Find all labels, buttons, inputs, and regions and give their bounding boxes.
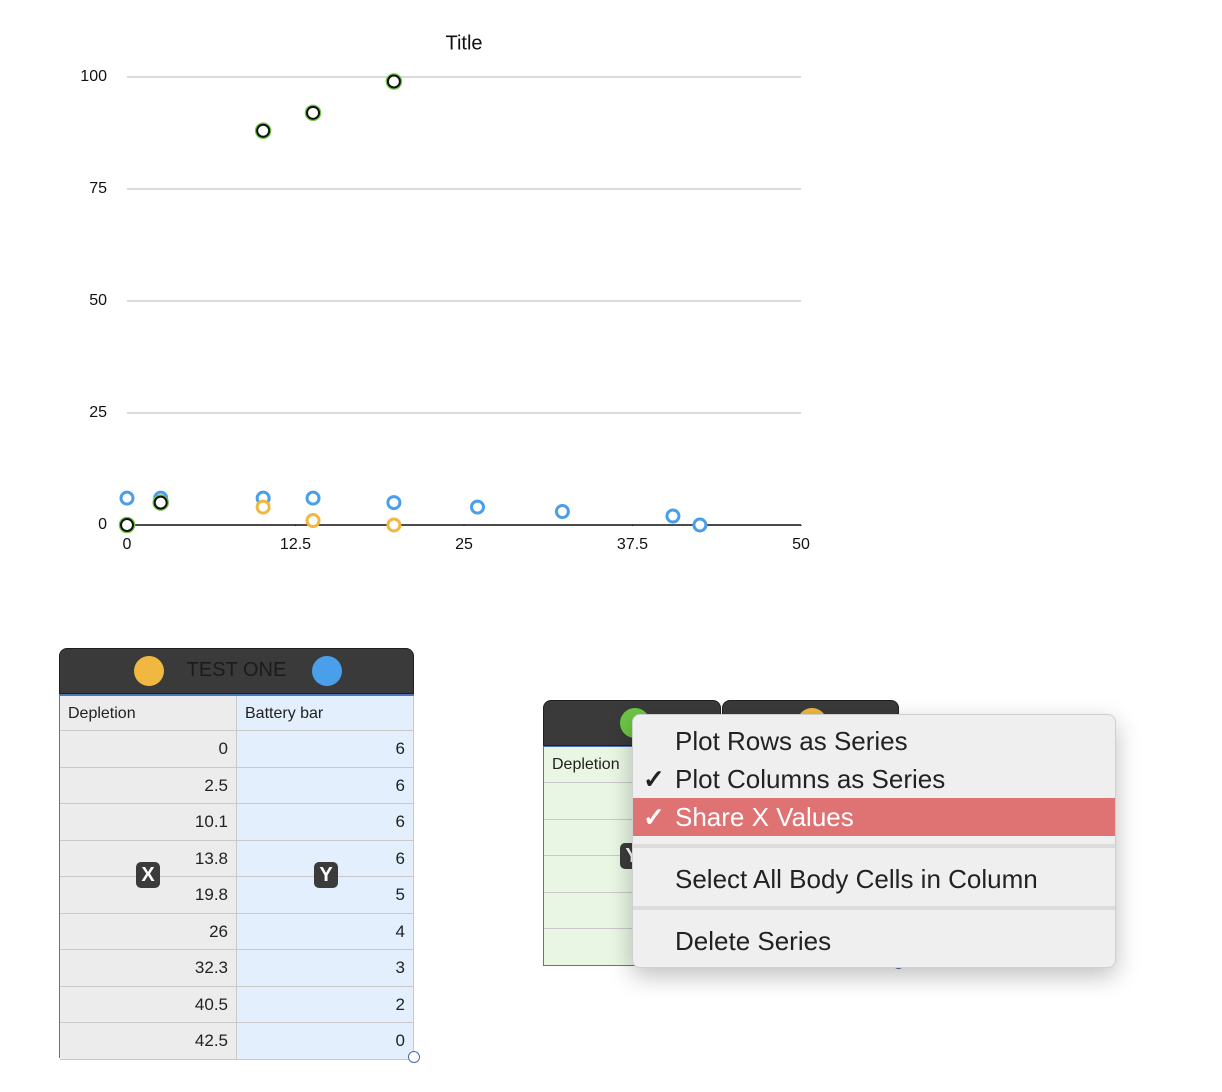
table-body: Depletion Battery bar 0 6 2.5 6 10.1 6 13.8 6 19.8… (59, 694, 414, 1060)
x-tick-label: 12.5 (280, 536, 311, 553)
cell[interactable]: 26 (60, 913, 237, 950)
point (386, 495, 402, 511)
cell[interactable]: 6 (237, 731, 414, 768)
cell[interactable]: 4 (237, 913, 414, 950)
point (119, 490, 135, 506)
menu-item[interactable]: Plot Columns as Series (633, 760, 1115, 798)
x-tick-label: 0 (123, 536, 132, 553)
series-dot[interactable] (312, 656, 342, 686)
cell[interactable]: 6 (237, 804, 414, 841)
point (306, 105, 321, 120)
point (255, 499, 271, 515)
cell[interactable]: 5 (237, 877, 414, 914)
point (386, 517, 402, 533)
point (153, 495, 168, 510)
table-header[interactable]: TEST ONE (59, 648, 414, 694)
menu-item[interactable]: Share X Values (633, 798, 1115, 836)
menu-separator (633, 844, 1115, 848)
data-table[interactable]: TEST ONE Depletion Battery bar 0 6 2.5 6 10.1 6… (59, 648, 420, 1063)
cell[interactable]: 2 (237, 986, 414, 1023)
cell[interactable]: 6 (237, 767, 414, 804)
marker-ring (118, 516, 136, 534)
cell[interactable]: 32.3 (60, 950, 237, 987)
x-tick-label: 25 (455, 536, 473, 553)
point (665, 508, 681, 524)
point (305, 513, 321, 529)
x-badge: X (136, 862, 160, 888)
column-header[interactable]: Battery bar (237, 696, 414, 731)
cell[interactable]: 42.5 (60, 1023, 237, 1060)
cell[interactable]: 0 (60, 731, 237, 768)
context-menu: Plot Rows as Series Plot Columns as Serie… (632, 714, 1116, 968)
point (692, 517, 708, 533)
point (386, 74, 401, 89)
cell[interactable]: 0 (237, 1023, 414, 1060)
cell[interactable]: 3 (237, 950, 414, 987)
x-tick-label: 37.5 (617, 536, 648, 553)
chart-title: Title (445, 32, 482, 54)
menu-item[interactable]: Select All Body Cells in Column (675, 864, 1038, 894)
column-header[interactable]: Depletion (60, 696, 237, 731)
y-tick-label: 25 (89, 404, 107, 421)
cell[interactable]: 2.5 (60, 767, 237, 804)
menu-item[interactable]: Delete Series (675, 926, 832, 956)
point (305, 490, 321, 506)
cell[interactable]: 10.1 (60, 804, 237, 841)
y-badge: Y (314, 862, 338, 888)
marker-ring (385, 73, 403, 90)
resize-handle[interactable] (408, 1051, 420, 1063)
marker-ring (254, 122, 272, 140)
x-tick-label: 50 (792, 536, 810, 553)
y-tick-label: 0 (98, 516, 107, 533)
point (256, 123, 271, 138)
marker-ring (304, 104, 322, 122)
cell[interactable]: 40.5 (60, 986, 237, 1023)
menu-item[interactable]: Plot Rows as Series (675, 726, 908, 756)
y-tick-label: 75 (89, 180, 107, 197)
menu-separator (633, 906, 1115, 910)
point (120, 518, 134, 532)
chart: Title 0 25 50 75 100 0 12.5 25 37.5 50 (80, 32, 810, 553)
y-tick-label: 100 (80, 68, 107, 85)
series-dot[interactable] (134, 656, 164, 686)
marker-ring (152, 494, 169, 511)
y-tick-label: 50 (89, 292, 107, 309)
point (554, 504, 570, 520)
point (469, 499, 485, 515)
table-title: TEST ONE (186, 659, 287, 681)
